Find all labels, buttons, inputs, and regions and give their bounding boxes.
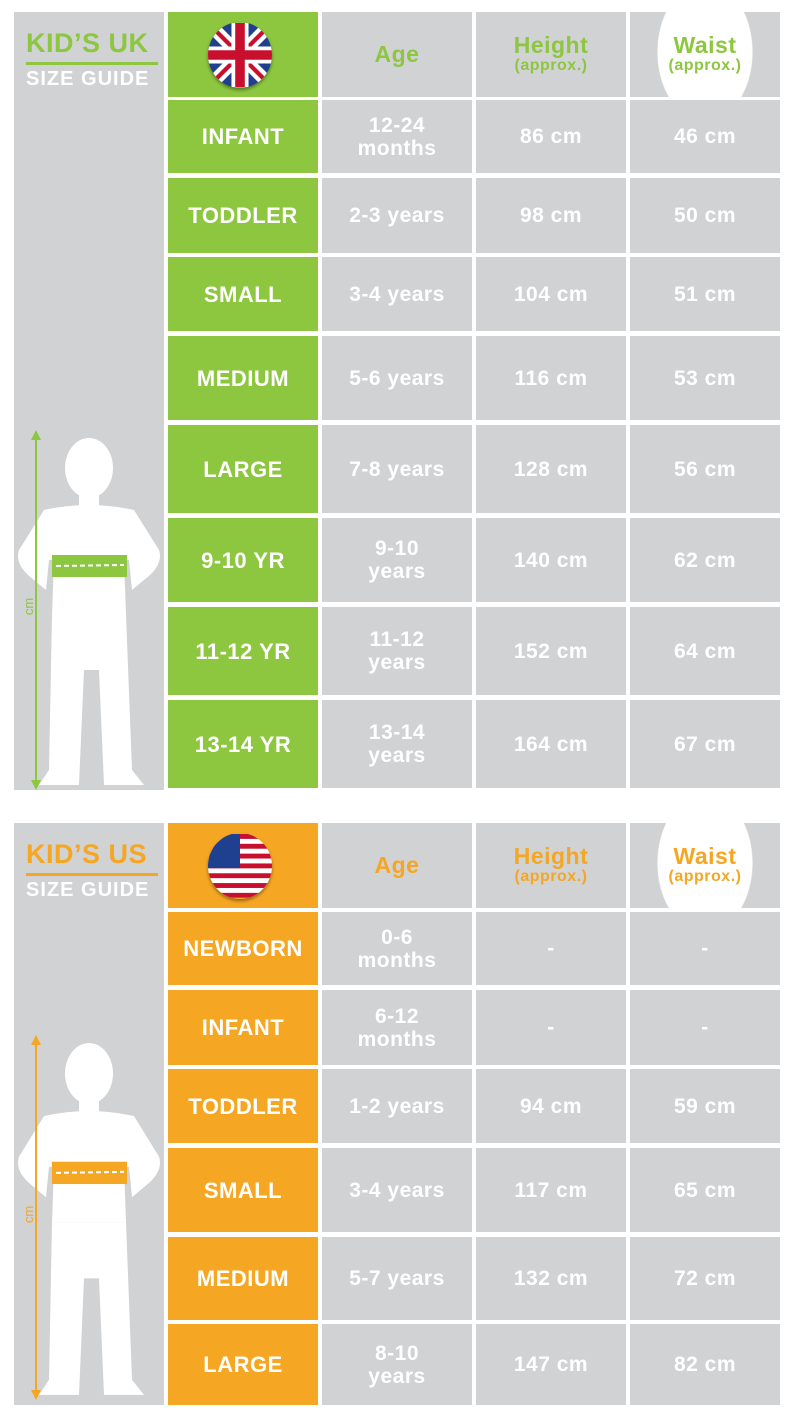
us-age-value: 6-12 months xyxy=(322,990,472,1065)
uk-age-value: 7-8 years xyxy=(322,425,472,513)
uk-height-value: 98 cm xyxy=(476,178,626,253)
uk-age-value: 12-24 months xyxy=(322,100,472,173)
uk-size-label: MEDIUM xyxy=(168,336,318,420)
us-waist-header-label: Waist xyxy=(673,843,737,869)
us-waist-value: 72 cm xyxy=(630,1237,780,1320)
uk-size-label: 13-14 YR xyxy=(168,700,318,788)
uk-height-header-note: (approx.) xyxy=(514,57,588,74)
uk-subtitle: SIZE GUIDE xyxy=(26,68,150,90)
uk-axis-unit: cm xyxy=(21,598,37,616)
uk-waist-header: Waist (approx.) xyxy=(630,12,780,97)
uk-height-value: 164 cm xyxy=(476,700,626,788)
uk-size-label: 11-12 YR xyxy=(168,607,318,695)
uk-size-label: TODDLER xyxy=(168,178,318,253)
us-title: KID’S US xyxy=(26,839,148,869)
uk-age-value: 9-10 years xyxy=(322,518,472,602)
uk-waist-value: 50 cm xyxy=(630,178,780,253)
us-axis-unit: cm xyxy=(21,1205,37,1223)
uk-height-value: 140 cm xyxy=(476,518,626,602)
uk-size-label: INFANT xyxy=(168,100,318,173)
uk-flag-cell xyxy=(168,12,318,97)
us-flag-cell xyxy=(168,823,318,908)
us-age-value: 0-6 months xyxy=(322,912,472,985)
uk-waist-value: 56 cm xyxy=(630,425,780,513)
uk-height-arrow-icon xyxy=(30,430,42,790)
uk-age-value: 13-14 years xyxy=(322,700,472,788)
us-waist-value: 59 cm xyxy=(630,1069,780,1143)
uk-waist-value: 62 cm xyxy=(630,518,780,602)
uk-age-value: 5-6 years xyxy=(322,336,472,420)
us-subtitle: SIZE GUIDE xyxy=(26,879,150,901)
us-height-value: - xyxy=(476,912,626,985)
us-size-label: NEWBORN xyxy=(168,912,318,985)
us-age-value: 5-7 years xyxy=(322,1237,472,1320)
us-waist-value: 82 cm xyxy=(630,1324,780,1405)
us-waist-value: - xyxy=(630,990,780,1065)
us-waist-value: 65 cm xyxy=(630,1148,780,1232)
us-waist-header: Waist (approx.) xyxy=(630,823,780,908)
us-age-value: 1-2 years xyxy=(322,1069,472,1143)
uk-waist-value: 53 cm xyxy=(630,336,780,420)
uk-height-header: Height (approx.) xyxy=(476,12,626,97)
us-child-silhouette-icon xyxy=(14,1035,164,1400)
us-size-label: TODDLER xyxy=(168,1069,318,1143)
uk-size-label: LARGE xyxy=(168,425,318,513)
us-height-arrow-icon xyxy=(30,1035,42,1400)
union-jack-flag-icon xyxy=(208,21,272,88)
uk-waist-value: 46 cm xyxy=(630,100,780,173)
us-age-header: Age xyxy=(322,823,472,908)
uk-height-value: 86 cm xyxy=(476,100,626,173)
us-age-value: 3-4 years xyxy=(322,1148,472,1232)
us-height-value: 147 cm xyxy=(476,1324,626,1405)
uk-waist-header-label: Waist xyxy=(673,32,737,58)
uk-waist-value: 67 cm xyxy=(630,700,780,788)
uk-child-silhouette-icon xyxy=(14,430,164,790)
us-size-label: SMALL xyxy=(168,1148,318,1232)
uk-waist-value: 51 cm xyxy=(630,257,780,331)
us-height-value: 117 cm xyxy=(476,1148,626,1232)
us-age-value: 8-10 years xyxy=(322,1324,472,1405)
uk-waist-header-note: (approx.) xyxy=(668,57,742,74)
us-height-header-label: Height xyxy=(513,843,589,869)
us-waist-value: - xyxy=(630,912,780,985)
us-height-value: 132 cm xyxy=(476,1237,626,1320)
uk-height-value: 104 cm xyxy=(476,257,626,331)
uk-age-header: Age xyxy=(322,12,472,97)
uk-size-label: 9-10 YR xyxy=(168,518,318,602)
uk-height-value: 128 cm xyxy=(476,425,626,513)
us-title-rule xyxy=(26,873,158,876)
us-height-header: Height (approx.) xyxy=(476,823,626,908)
uk-waist-value: 64 cm xyxy=(630,607,780,695)
uk-age-value: 3-4 years xyxy=(322,257,472,331)
uk-height-header-label: Height xyxy=(513,32,589,58)
us-height-value: - xyxy=(476,990,626,1065)
uk-height-value: 116 cm xyxy=(476,336,626,420)
uk-age-value: 2-3 years xyxy=(322,178,472,253)
uk-height-value: 152 cm xyxy=(476,607,626,695)
uk-age-value: 11-12 years xyxy=(322,607,472,695)
us-size-label: INFANT xyxy=(168,990,318,1065)
us-size-label: MEDIUM xyxy=(168,1237,318,1320)
us-height-value: 94 cm xyxy=(476,1069,626,1143)
uk-title-rule xyxy=(26,62,158,65)
us-flag-icon xyxy=(208,833,272,899)
us-size-label: LARGE xyxy=(168,1324,318,1405)
uk-size-label: SMALL xyxy=(168,257,318,331)
us-height-header-note: (approx.) xyxy=(514,868,588,885)
uk-title: KID’S UK xyxy=(26,28,149,58)
us-waist-header-note: (approx.) xyxy=(668,868,742,885)
